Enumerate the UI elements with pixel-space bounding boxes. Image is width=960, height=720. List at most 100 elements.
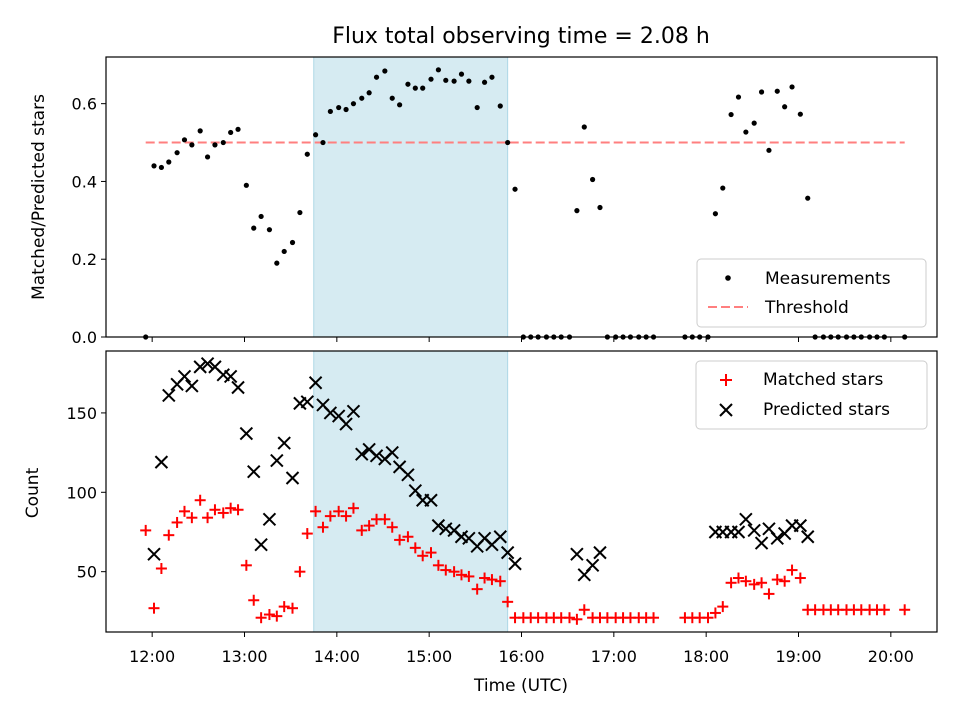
measurement-points <box>143 67 908 340</box>
top-y-ticks: 0.0 0.2 0.4 0.6 <box>72 95 106 347</box>
measurement-point <box>512 186 518 192</box>
matched-stars-point <box>717 601 729 613</box>
measurement-point <box>720 185 726 191</box>
measurement-point <box>174 150 180 156</box>
predicted-stars-point <box>285 471 300 485</box>
matched-stars-point <box>317 521 329 533</box>
predicted-stars-point <box>493 530 507 544</box>
matched-stars-point <box>202 512 214 524</box>
matched-stars-point <box>648 612 660 624</box>
measurement-point <box>281 248 287 255</box>
matched-stars-point <box>455 569 467 581</box>
measurement-point <box>204 154 211 160</box>
matched-stars-point <box>564 612 576 624</box>
predicted-stars-point <box>177 369 192 384</box>
chart-title: Flux total observing time = 2.08 h <box>332 24 710 49</box>
top-x-ticks <box>151 337 892 342</box>
predicted-stars-point <box>431 518 446 533</box>
matched-stars-point <box>194 494 206 506</box>
measurement-point <box>197 128 203 134</box>
matched-stars-point <box>386 521 398 533</box>
measurement-point <box>435 67 441 73</box>
predicted-stars-point <box>300 395 314 409</box>
bottom-legend: Matched stars Predicted stars <box>695 360 928 430</box>
measurement-point <box>304 151 310 157</box>
matched-stars-point <box>148 602 160 614</box>
top-y-axis-label: Matched/Predicted stars <box>29 94 49 300</box>
matched-stars-point <box>740 575 752 587</box>
measurement-point <box>497 103 503 109</box>
matched-stars-point <box>301 528 313 540</box>
bottom-y-axis-label: Count <box>23 467 43 518</box>
matched-stars-point <box>748 578 760 590</box>
measurement-point <box>751 120 757 126</box>
measurement-point <box>366 90 372 96</box>
matched-stars-point <box>310 505 322 517</box>
matched-stars-point <box>709 607 721 619</box>
matched-stars-point <box>363 520 375 532</box>
measurement-point <box>412 85 418 91</box>
matched-stars-point <box>225 502 237 514</box>
matched-stars-point <box>486 574 498 586</box>
matched-stars-point <box>340 510 352 522</box>
matched-stars-point <box>578 604 590 616</box>
measurement-point <box>373 74 380 80</box>
measurement-point <box>758 89 765 95</box>
measurement-point <box>212 142 218 148</box>
matched-stars-point <box>786 564 798 576</box>
matched-stars-point <box>448 566 460 578</box>
bottom-legend-box <box>695 360 928 430</box>
matched-stars-point <box>294 566 306 578</box>
measurement-point <box>458 71 465 77</box>
matched-stars-point <box>186 512 198 524</box>
predicted-stars-point <box>355 447 369 461</box>
legend-matched-label: Matched stars <box>763 370 883 390</box>
predicted-stars-point <box>747 523 761 538</box>
measurement-point <box>289 239 296 246</box>
bottom-x-tick-label: 14:00 <box>314 647 360 666</box>
bottom-x-tick-label: 16:00 <box>498 647 544 666</box>
bottom-x-tick-label: 19:00 <box>775 647 821 666</box>
measurement-point <box>181 137 188 143</box>
matched-stars-point <box>417 550 429 562</box>
matched-stars-point <box>440 564 452 576</box>
matched-stars-point <box>324 510 336 522</box>
measurement-point <box>728 111 734 118</box>
predicted-stars-point <box>739 512 753 526</box>
measurement-point <box>382 68 388 74</box>
measurement-point <box>327 108 333 115</box>
measurement-point <box>220 139 226 146</box>
predicted-stars-point <box>270 453 284 468</box>
predicted-stars-point <box>247 464 261 479</box>
matched-stars-point <box>771 574 783 586</box>
matched-stars-point <box>209 504 221 516</box>
matched-stars-point <box>425 547 437 559</box>
matched-stars-point <box>347 502 359 514</box>
measurement-point <box>243 182 249 188</box>
predicted-stars-point <box>162 388 176 403</box>
matched-stars-point <box>732 572 744 584</box>
matched-stars-point <box>248 594 260 606</box>
matched-stars-point <box>232 504 244 516</box>
predicted-stars-point <box>770 531 784 546</box>
legend-predicted-marker <box>719 403 733 417</box>
matched-stars-point <box>794 572 806 584</box>
measurement-point <box>350 101 357 107</box>
predicted-stars-point <box>401 468 415 482</box>
matched-stars-point <box>463 570 475 582</box>
top-y-tick-label: 0.4 <box>72 172 97 191</box>
predicted-stars-point <box>585 558 600 573</box>
top-span-band <box>313 57 508 337</box>
measurement-point <box>274 260 280 266</box>
measurement-point <box>320 139 326 146</box>
measurement-point <box>481 79 488 85</box>
measurement-point <box>405 81 411 87</box>
legend-measurements-label: Measurements <box>765 269 891 289</box>
matched-stars-point <box>432 559 444 571</box>
matched-stars-point <box>163 529 175 541</box>
measurement-point <box>312 132 319 138</box>
measurement-point <box>466 78 472 84</box>
top-y-tick-label: 0.2 <box>72 250 97 269</box>
matched-stars-point <box>140 524 152 536</box>
measurement-point <box>420 85 426 91</box>
